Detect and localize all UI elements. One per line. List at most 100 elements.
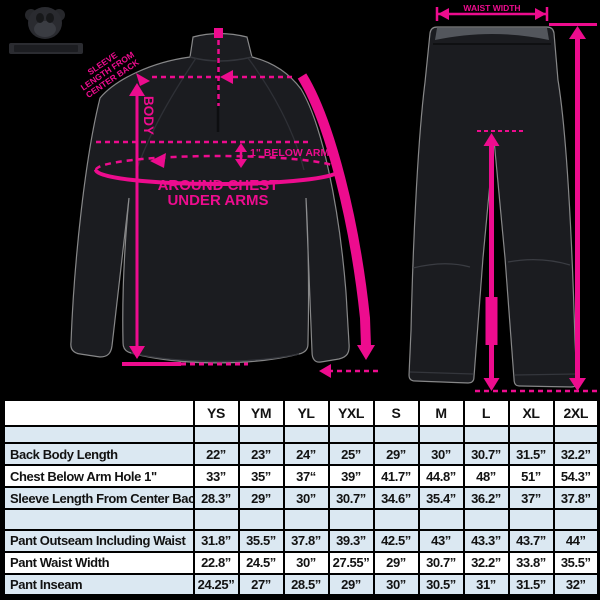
size-value-cell: 31.8”	[192, 528, 240, 553]
spacer-cell	[552, 424, 600, 445]
spacer-cell	[2, 507, 195, 531]
gorilla-mascot-logo-icon	[9, 7, 83, 54]
table-row: Pant Waist Width 22.8” 24.5” 30” 27.55” 29” 30…	[2, 550, 600, 575]
pants-image	[408, 26, 578, 388]
spacer-cell	[462, 424, 510, 445]
column-header-s: S	[372, 398, 420, 427]
size-value-cell: 30”	[417, 442, 465, 467]
size-value-cell: 30.5”	[417, 572, 465, 597]
size-value-cell: 29”	[327, 572, 375, 597]
size-value-cell: 35.4”	[417, 486, 465, 510]
size-value-cell: 43”	[417, 528, 465, 553]
spacer-cell	[372, 424, 420, 445]
spacer-cell	[2, 424, 195, 445]
size-value-cell: 35”	[237, 464, 285, 489]
size-chart-table: YS YM YL YXL S M L XL 2XL Back Body Length 22” 23” 2…	[2, 398, 600, 597]
spacer-cell	[417, 507, 465, 531]
pants-measurements: WAIST WIDTH	[435, 3, 598, 393]
table-row: Sleeve Length From Center Back 28.3” 29” 30…	[2, 486, 600, 510]
table-row: Chest Below Arm Hole 1" 33” 35” 37“ 39” 41.7”…	[2, 464, 600, 489]
column-header-yxl: YXL	[327, 398, 375, 427]
column-header-yl: YL	[282, 398, 330, 427]
size-value-cell: 36.2”	[462, 486, 510, 510]
size-value-cell: 27.55”	[327, 550, 375, 575]
size-value-cell: 22”	[192, 442, 240, 467]
below-arms-label: 1" BELOW ARMS	[250, 147, 336, 159]
size-value-cell: 43.7”	[507, 528, 555, 553]
size-value-cell: 39”	[327, 464, 375, 489]
spacer-cell	[237, 424, 285, 445]
size-value-cell: 37.8”	[552, 486, 600, 510]
row-label: Pant Waist Width	[2, 550, 195, 575]
size-value-cell: 29”	[372, 442, 420, 467]
row-label: Pant Inseam	[2, 572, 195, 597]
size-value-cell: 35.5”	[237, 528, 285, 553]
table-row: Pant Inseam 24.25” 27” 28.5” 29” 30” 30.5” 31” 3…	[2, 572, 600, 597]
size-value-cell: 43.3”	[462, 528, 510, 553]
size-value-cell: 39.3”	[327, 528, 375, 553]
size-value-cell: 30.7”	[327, 486, 375, 510]
row-label: Pant Outseam Including Waist	[2, 528, 195, 553]
size-value-cell: 35.5”	[552, 550, 600, 575]
spacer-cell	[192, 424, 240, 445]
size-value-cell: 29”	[372, 550, 420, 575]
size-value-cell: 37”	[507, 486, 555, 510]
size-value-cell: 31”	[462, 572, 510, 597]
spacer-cell	[192, 507, 240, 531]
size-value-cell: 28.3”	[192, 486, 240, 510]
row-label: Back Body Length	[2, 442, 195, 467]
spacer-cell	[282, 424, 330, 445]
size-value-cell: 30”	[282, 486, 330, 510]
around-chest-label-1: AROUND CHEST	[158, 177, 279, 194]
spacer-cell	[372, 507, 420, 531]
spacer-cell	[327, 507, 375, 531]
center-back-tick	[214, 28, 223, 38]
size-value-cell: 44”	[552, 528, 600, 553]
row-label: Sleeve Length From Center Back	[2, 486, 195, 510]
size-value-cell: 30.7”	[417, 550, 465, 575]
spacer-cell	[462, 507, 510, 531]
table-row	[2, 424, 600, 445]
size-value-cell: 41.7”	[372, 464, 420, 489]
size-value-cell: 30”	[282, 550, 330, 575]
size-value-cell: 48”	[462, 464, 510, 489]
size-value-cell: 54.3”	[552, 464, 600, 489]
size-value-cell: 32”	[552, 572, 600, 597]
size-value-cell: 44.8”	[417, 464, 465, 489]
size-value-cell: 33”	[192, 464, 240, 489]
size-chart-section: YS YM YL YXL S M L XL 2XL Back Body Length 22” 23” 2…	[2, 398, 600, 597]
column-header-ym: YM	[237, 398, 285, 427]
size-value-cell: 37“	[282, 464, 330, 489]
column-header-ys: YS	[192, 398, 240, 427]
waist-width-label: WAIST WIDTH	[463, 3, 520, 13]
column-header-l: L	[462, 398, 510, 427]
size-value-cell: 30.7”	[462, 442, 510, 467]
size-value-cell: 23”	[237, 442, 285, 467]
spacer-cell	[507, 424, 555, 445]
size-value-cell: 24”	[282, 442, 330, 467]
column-header-xl: XL	[507, 398, 555, 427]
size-value-cell: 32.2”	[462, 550, 510, 575]
size-value-cell: 31.5”	[507, 572, 555, 597]
size-value-cell: 51”	[507, 464, 555, 489]
table-row: Pant Outseam Including Waist 31.8” 35.5” 37…	[2, 528, 600, 553]
size-value-cell: 22.8”	[192, 550, 240, 575]
spacer-cell	[282, 507, 330, 531]
size-value-cell: 37.8”	[282, 528, 330, 553]
table-row: Back Body Length 22” 23” 24” 25” 29” 30” 30.7” 3…	[2, 442, 600, 467]
spacer-cell	[507, 507, 555, 531]
size-value-cell: 32.2”	[552, 442, 600, 467]
size-value-cell: 27”	[237, 572, 285, 597]
around-chest-label-2: UNDER ARMS	[167, 192, 268, 209]
jacket-image	[70, 32, 350, 364]
size-value-cell: 25”	[327, 442, 375, 467]
corner-cell	[2, 398, 195, 427]
column-header-2xl: 2XL	[552, 398, 600, 427]
size-value-cell: 28.5”	[282, 572, 330, 597]
size-value-cell: 34.6”	[372, 486, 420, 510]
table-row	[2, 507, 600, 531]
spacer-cell	[552, 507, 600, 531]
size-value-cell: 31.5”	[507, 442, 555, 467]
